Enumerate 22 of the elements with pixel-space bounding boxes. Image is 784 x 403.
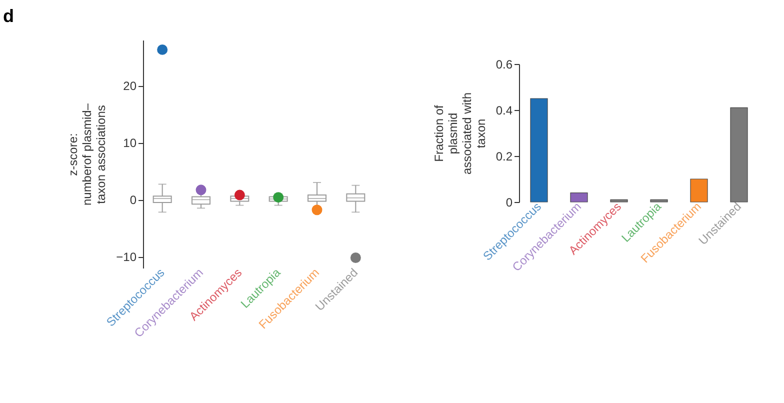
point [234, 190, 245, 200]
y-tick-label: −10 [116, 250, 137, 264]
bar [690, 178, 708, 202]
bar [570, 192, 588, 202]
y-tick-label: 0.6 [496, 58, 513, 72]
y-axis-title: z-score: numberof plasmid– taxon associations [66, 103, 108, 206]
point [273, 192, 284, 203]
y-axis-title: Fraction of plasmid associated with taxon [432, 92, 488, 175]
bar [610, 199, 628, 202]
point [350, 252, 361, 263]
point [312, 204, 322, 216]
bar [650, 199, 668, 202]
y-tick-label: 0 [130, 193, 137, 208]
y-tick-label: 20 [123, 79, 137, 94]
y-tick-label: 0.4 [496, 104, 513, 118]
bar [730, 107, 748, 202]
y-tick-label: 10 [123, 136, 137, 150]
point [196, 184, 206, 196]
point [157, 44, 168, 55]
bar [530, 98, 548, 202]
y-tick-label: 0.2 [496, 150, 513, 164]
chart-title: d [3, 6, 14, 26]
